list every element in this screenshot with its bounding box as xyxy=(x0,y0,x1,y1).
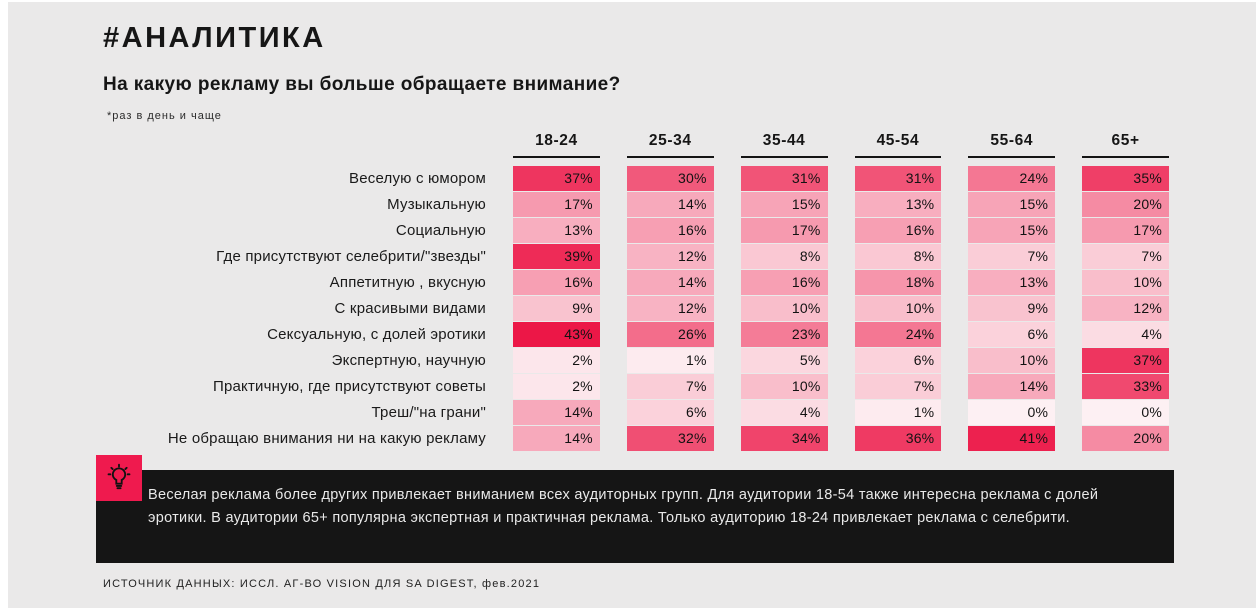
row-label: С красивыми видами xyxy=(334,300,486,317)
heatmap-cell: 14% xyxy=(513,426,600,451)
heatmap-cell: 30% xyxy=(626,166,714,191)
heatmap-cell: 12% xyxy=(1082,296,1169,321)
row-label: Не обращаю внимания ни на какую рекламу xyxy=(167,430,486,447)
heatmap-cell: 31% xyxy=(740,166,828,191)
heatmap-cell: 13% xyxy=(513,218,600,243)
column-header: 25-34 xyxy=(626,132,714,158)
heatmap-cell: 31% xyxy=(854,166,942,191)
chart-note: *раз в день и чаще xyxy=(107,110,222,122)
heatmap-cell: 17% xyxy=(740,218,828,243)
heatmap-cell: 14% xyxy=(626,270,714,295)
heatmap-cell: 8% xyxy=(740,244,828,269)
heatmap-cell: 0% xyxy=(1082,400,1169,425)
heatmap-cell: 7% xyxy=(968,244,1056,269)
heatmap-cell: 23% xyxy=(740,322,828,347)
heatmap-cell: 18% xyxy=(854,270,942,295)
heatmap-cell: 34% xyxy=(740,426,828,451)
heatmap-cell: 14% xyxy=(513,400,600,425)
heatmap-cell: 10% xyxy=(854,296,942,321)
heatmap-cell: 6% xyxy=(626,400,714,425)
heatmap-cell: 32% xyxy=(626,426,714,451)
heatmap-cell: 9% xyxy=(513,296,600,321)
heatmap-cell: 37% xyxy=(1082,348,1169,373)
row-label: Треш/"на грани" xyxy=(371,404,486,421)
heatmap-cell: 14% xyxy=(626,192,714,217)
heatmap-corner xyxy=(103,132,486,158)
chart-question: На какую рекламу вы больше обращаете вни… xyxy=(103,74,621,95)
heatmap-cell: 16% xyxy=(854,218,942,243)
column-header: 35-44 xyxy=(740,132,828,158)
column-header: 65+ xyxy=(1082,132,1169,158)
infographic-canvas: #АНАЛИТИКА На какую рекламу вы больше об… xyxy=(8,2,1256,608)
heatmap-cell: 20% xyxy=(1082,426,1169,451)
heatmap-cell: 17% xyxy=(1082,218,1169,243)
row-label: Практичную, где присутствуют советы xyxy=(212,378,486,395)
heatmap-cell: 36% xyxy=(854,426,942,451)
heatmap-cell: 2% xyxy=(513,374,600,399)
row-label: Веселую с юмором xyxy=(349,170,486,187)
heatmap-cell: 16% xyxy=(740,270,828,295)
heatmap-cell: 4% xyxy=(740,400,828,425)
row-label: Экспертную, научную xyxy=(331,352,486,369)
heatmap-header-row: 18-24 25-34 35-44 45-54 55-64 65+ xyxy=(103,132,1169,158)
heatmap-cell: 6% xyxy=(968,322,1056,347)
heatmap-cell: 6% xyxy=(854,348,942,373)
lightbulb-icon xyxy=(96,455,142,501)
heatmap-cell: 13% xyxy=(854,192,942,217)
heatmap-cell: 41% xyxy=(968,426,1056,451)
page-title: #АНАЛИТИКА xyxy=(103,22,326,54)
heatmap-cell: 33% xyxy=(1082,374,1169,399)
source-note: ИСТОЧНИК ДАННЫХ: ИССЛ. АГ-ВО VISION ДЛЯ … xyxy=(103,578,541,590)
heatmap-cell: 10% xyxy=(1082,270,1169,295)
heatmap-cell: 7% xyxy=(854,374,942,399)
heatmap-cell: 35% xyxy=(1082,166,1169,191)
row-label: Аппетитную , вкусную xyxy=(329,274,486,291)
heatmap-cell: 0% xyxy=(968,400,1056,425)
heatmap-cell: 1% xyxy=(854,400,942,425)
heatmap-cell: 16% xyxy=(513,270,600,295)
heatmap-cell: 8% xyxy=(854,244,942,269)
heatmap-cell: 10% xyxy=(740,374,828,399)
heatmap-cell: 10% xyxy=(740,296,828,321)
heatmap-cell: 24% xyxy=(854,322,942,347)
heatmap-cell: 24% xyxy=(968,166,1056,191)
column-header: 18-24 xyxy=(513,132,600,158)
heatmap-cell: 1% xyxy=(626,348,714,373)
heatmap-cell: 13% xyxy=(968,270,1056,295)
heatmap-cell: 7% xyxy=(626,374,714,399)
heatmap-cell: 15% xyxy=(968,218,1056,243)
heatmap-cell: 5% xyxy=(740,348,828,373)
heatmap-cell: 17% xyxy=(513,192,600,217)
heatmap-cell: 15% xyxy=(968,192,1056,217)
heatmap-cell: 16% xyxy=(626,218,714,243)
heatmap-cell: 4% xyxy=(1082,322,1169,347)
heatmap-cell: 39% xyxy=(513,244,600,269)
heatmap-cell: 9% xyxy=(968,296,1056,321)
heatmap-cell: 37% xyxy=(513,166,600,191)
heatmap-body: Веселую с юмором 37% 30% 31% 31% 24% 35% Музыка… xyxy=(103,166,1169,451)
heatmap-cell: 20% xyxy=(1082,192,1169,217)
heatmap-cell: 14% xyxy=(968,374,1056,399)
row-label: Где присутствуют селебрити/"звезды" xyxy=(216,248,486,265)
insight-text: Веселая реклама более других привлекает … xyxy=(148,487,1099,526)
row-label: Музыкальную xyxy=(387,196,486,213)
heatmap-cell: 2% xyxy=(513,348,600,373)
insight-box: Веселая реклама более других привлекает … xyxy=(96,455,1174,563)
heatmap-cell: 10% xyxy=(968,348,1056,373)
column-header: 55-64 xyxy=(968,132,1056,158)
column-header: 45-54 xyxy=(854,132,942,158)
row-label: Социальную xyxy=(395,222,486,239)
heatmap-cell: 15% xyxy=(740,192,828,217)
heatmap-cell: 12% xyxy=(626,296,714,321)
row-label: Сексуальную, с долей эротики xyxy=(267,326,486,343)
heatmap-cell: 7% xyxy=(1082,244,1169,269)
heatmap-cell: 43% xyxy=(513,322,600,347)
heatmap-cell: 12% xyxy=(626,244,714,269)
heatmap: 18-24 25-34 35-44 45-54 55-64 65+ Веселую с ю… xyxy=(103,132,1169,451)
heatmap-cell: 26% xyxy=(626,322,714,347)
